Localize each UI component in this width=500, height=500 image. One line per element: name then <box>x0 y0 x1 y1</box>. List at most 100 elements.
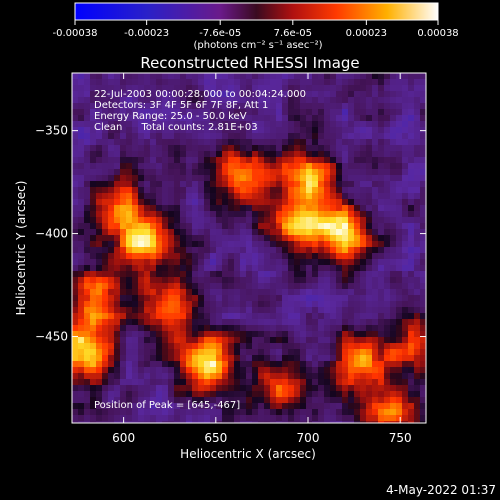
heatmap-cell <box>204 313 211 320</box>
heatmap-cell <box>324 217 331 224</box>
heatmap-cell <box>204 163 211 170</box>
heatmap-cell <box>342 307 349 314</box>
heatmap-cell <box>246 97 253 104</box>
heatmap-cell <box>192 121 199 128</box>
heatmap-cell <box>330 229 337 236</box>
heatmap-cell <box>270 157 277 164</box>
heatmap-cell <box>168 199 175 206</box>
heatmap-cell <box>348 229 355 236</box>
heatmap-cell <box>192 175 199 182</box>
heatmap-cell <box>294 295 301 302</box>
heatmap-cell <box>126 385 133 392</box>
heatmap-cell <box>102 247 109 254</box>
heatmap-cell <box>294 379 301 386</box>
heatmap-cell <box>282 175 289 182</box>
heatmap-cell <box>108 283 115 290</box>
heatmap-cell <box>270 223 277 230</box>
heatmap-cell <box>126 73 133 80</box>
heatmap-cell <box>108 307 115 314</box>
heatmap-cell <box>132 175 139 182</box>
heatmap-cell <box>300 385 307 392</box>
heatmap-cell <box>420 331 426 338</box>
heatmap-cell <box>402 109 409 116</box>
heatmap-cell <box>240 133 247 140</box>
heatmap-cell <box>138 307 145 314</box>
heatmap-cell <box>222 211 229 218</box>
heatmap-cell <box>216 73 223 80</box>
heatmap-cell <box>210 139 217 146</box>
heatmap-cell <box>162 103 169 110</box>
heatmap-cell <box>372 373 379 380</box>
heatmap-cell <box>156 307 163 314</box>
heatmap-cell <box>402 337 409 344</box>
heatmap-cell <box>168 139 175 146</box>
heatmap-cell <box>294 391 301 398</box>
heatmap-cell <box>246 319 253 326</box>
heatmap-cell <box>336 109 343 116</box>
heatmap-cell <box>288 325 295 332</box>
heatmap-cell <box>108 259 115 266</box>
heatmap-cell <box>294 211 301 218</box>
heatmap-cell <box>84 79 91 86</box>
heatmap-cell <box>336 385 343 392</box>
heatmap-cell <box>108 265 115 272</box>
heatmap-cell <box>336 367 343 374</box>
heatmap-cell <box>276 199 283 206</box>
heatmap-cell <box>384 151 391 158</box>
heatmap-cell <box>390 415 397 422</box>
heatmap-cell <box>84 307 91 314</box>
heatmap-cell <box>78 133 85 140</box>
heatmap-cell <box>306 421 313 423</box>
heatmap-cell <box>102 295 109 302</box>
heatmap-cell <box>204 181 211 188</box>
heatmap-cell <box>234 283 241 290</box>
heatmap-cell <box>396 211 403 218</box>
heatmap-cell <box>132 289 139 296</box>
heatmap-cell <box>90 193 97 200</box>
heatmap-cell <box>324 313 331 320</box>
heatmap-cell <box>288 415 295 422</box>
heatmap-cell <box>384 403 391 410</box>
heatmap-cell <box>156 109 163 116</box>
heatmap-cell <box>210 211 217 218</box>
heatmap-cell <box>90 307 97 314</box>
heatmap-cell <box>420 379 426 386</box>
heatmap-cell <box>282 313 289 320</box>
heatmap-cell <box>144 217 151 224</box>
heatmap-cell <box>174 337 181 344</box>
heatmap-cell <box>354 361 361 368</box>
heatmap-cell <box>180 91 187 98</box>
heatmap-cell <box>126 325 133 332</box>
heatmap-cell <box>384 241 391 248</box>
heatmap-cell <box>306 385 313 392</box>
heatmap-cell <box>360 409 367 416</box>
heatmap-cell <box>258 175 265 182</box>
heatmap-cell <box>336 265 343 272</box>
heatmap-cell <box>192 367 199 374</box>
heatmap-cell <box>90 349 97 356</box>
heatmap-cell <box>246 193 253 200</box>
heatmap-cell <box>168 337 175 344</box>
heatmap-cell <box>174 199 181 206</box>
heatmap-cell <box>144 385 151 392</box>
heatmap-cell <box>234 313 241 320</box>
heatmap-cell <box>414 307 421 314</box>
heatmap-cell <box>420 373 426 380</box>
heatmap-cell <box>144 373 151 380</box>
heatmap-cell <box>216 205 223 212</box>
heatmap-cell <box>204 115 211 122</box>
heatmap-cell <box>96 379 103 386</box>
heatmap-cell <box>354 409 361 416</box>
heatmap-cell <box>156 403 163 410</box>
heatmap-cell <box>420 223 426 230</box>
heatmap-cell <box>90 109 97 116</box>
heatmap-cell <box>138 313 145 320</box>
heatmap-cell <box>132 415 139 422</box>
heatmap-cell <box>126 121 133 128</box>
heatmap-cell <box>222 247 229 254</box>
heatmap-cell <box>210 325 217 332</box>
heatmap-cell <box>144 79 151 86</box>
heatmap-cell <box>342 361 349 368</box>
heatmap-cell <box>306 415 313 422</box>
heatmap-cell <box>312 277 319 284</box>
